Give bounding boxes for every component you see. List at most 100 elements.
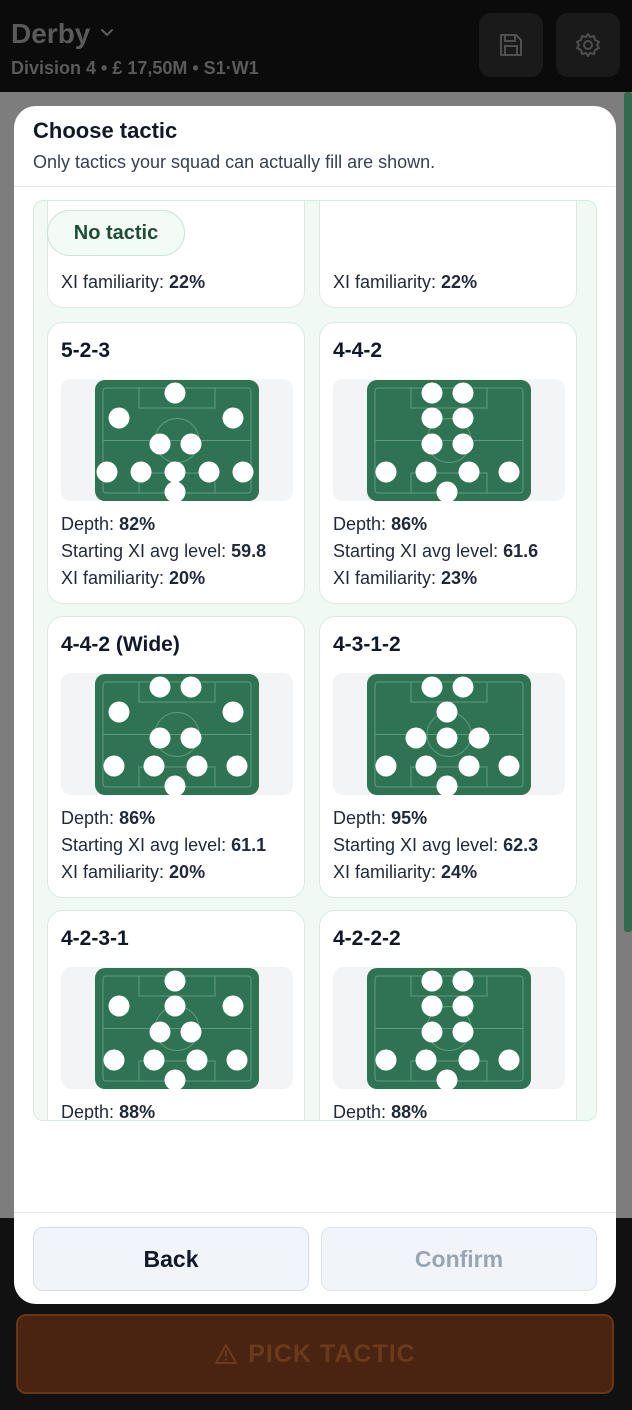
player-dot [180,676,202,698]
back-button[interactable]: Back [33,1227,309,1291]
confirm-button[interactable]: Confirm [321,1227,597,1291]
player-dot [222,995,244,1017]
modal-subtitle: Only tactics your squad can actually fil… [33,152,436,172]
choose-tactic-modal: Choose tactic Only tactics your squad ca… [14,106,616,1304]
player-dot [103,1049,125,1071]
player-dot [436,727,458,749]
tactic-card-5-2-3[interactable]: 5-2-3 Depth: 82% Starting XI avg level: … [47,322,305,604]
pitch [95,968,259,1089]
familiarity-stat: XI familiarity: 22% [333,272,478,292]
player-dot [421,970,443,992]
pitch [367,380,531,501]
modal-title: Choose tactic [33,118,178,143]
player-dot [103,755,125,777]
tactic-name: 4-2-2-2 [333,927,401,950]
avg-level-stat: Starting XI avg level: 61.6 [333,541,539,561]
save-button[interactable] [479,13,543,77]
player-dot [232,461,254,483]
divider [14,1212,616,1213]
no-tactic-button[interactable]: No tactic [47,210,185,256]
familiarity-stat: XI familiarity: 20% [61,568,206,588]
player-dot [96,461,118,483]
player-dot [222,407,244,429]
tactic-name: 4-3-1-2 [333,633,401,656]
player-dot [452,407,474,429]
formation-diagram [61,379,293,501]
player-dot [130,461,152,483]
player-dot [498,461,520,483]
club-name[interactable]: Derby [11,18,91,49]
tactic-card-partial[interactable]: XI familiarity: 22% [319,201,577,308]
save-icon [500,34,522,56]
player-dot [180,433,202,455]
player-dot [458,461,480,483]
familiarity-stat: XI familiarity: 22% [61,272,206,292]
player-dot [436,481,458,501]
player-dot [436,1069,458,1089]
pick-tactic-label: PICK TACTIC [248,1339,416,1368]
player-dot [186,1049,208,1071]
player-dot [452,433,474,455]
pitch [95,380,259,501]
player-dot [452,995,474,1017]
player-dot [108,995,130,1017]
tactic-card-4-4-2[interactable]: 4-4-2 Depth: 86% Starting XI avg level: … [319,322,577,604]
pick-tactic-button[interactable]: PICK TACTIC [16,1314,614,1394]
familiarity-stat: XI familiarity: 23% [333,568,478,588]
depth-stat: Depth: 82% [61,514,156,534]
player-dot [415,755,437,777]
player-dot [149,727,171,749]
player-dot [180,727,202,749]
club-subtitle: Division 4 • £ 17,50M • S1·W1 [11,58,259,78]
player-dot [421,433,443,455]
player-dot [164,382,186,404]
player-dot [149,433,171,455]
player-dot [149,676,171,698]
player-dot [458,755,480,777]
depth-stat: Depth: 86% [333,514,428,534]
chevron-down-icon[interactable] [98,24,116,42]
tactic-card-4-3-1-2[interactable]: 4-3-1-2 Depth: 95% Starting XI avg level… [319,616,577,898]
player-dot [421,382,443,404]
tactic-name: 4-4-2 [333,339,383,362]
player-dot [164,1069,186,1089]
settings-button[interactable] [556,13,620,77]
player-dot [452,382,474,404]
tactic-card-4-4-2-wide[interactable]: 4-4-2 (Wide) Depth: 86% Starting XI avg … [47,616,305,898]
player-dot [198,461,220,483]
player-dot [164,995,186,1017]
player-dot [452,970,474,992]
tactic-card-4-2-3-1[interactable]: 4-2-3-1 Depth: 88% [47,910,305,1120]
player-dot [415,1049,437,1071]
depth-stat: Depth: 86% [61,808,156,828]
player-dot [415,461,437,483]
avg-level-stat: Starting XI avg level: 62.3 [333,835,539,855]
formation-diagram [333,673,565,795]
player-dot [421,676,443,698]
player-dot [108,701,130,723]
tactic-name: 4-4-2 (Wide) [61,633,180,656]
player-dot [164,461,186,483]
tactic-list[interactable]: No tactic XI familiarity: 22% XI familia… [33,200,597,1121]
tactic-card-4-2-2-2[interactable]: 4-2-2-2 Depth: 88% [319,910,577,1121]
player-dot [164,970,186,992]
pitch [95,674,259,795]
warning-icon [215,1344,238,1364]
tactic-name: 4-2-3-1 [61,927,129,950]
player-dot [180,1021,202,1043]
gear-icon [576,33,600,57]
player-dot [421,995,443,1017]
tactic-card-partial[interactable]: XI familiarity: 22% [47,201,305,308]
depth-stat: Depth: 88% [333,1102,428,1121]
formation-diagram [61,673,293,795]
formation-diagram [333,967,565,1089]
pitch [367,674,531,795]
player-dot [375,461,397,483]
page-scrollbar[interactable] [624,92,632,932]
depth-stat: Depth: 95% [333,808,428,828]
player-dot [164,481,186,501]
player-dot [226,1049,248,1071]
player-dot [143,1049,165,1071]
player-dot [421,407,443,429]
player-dot [149,1021,171,1043]
